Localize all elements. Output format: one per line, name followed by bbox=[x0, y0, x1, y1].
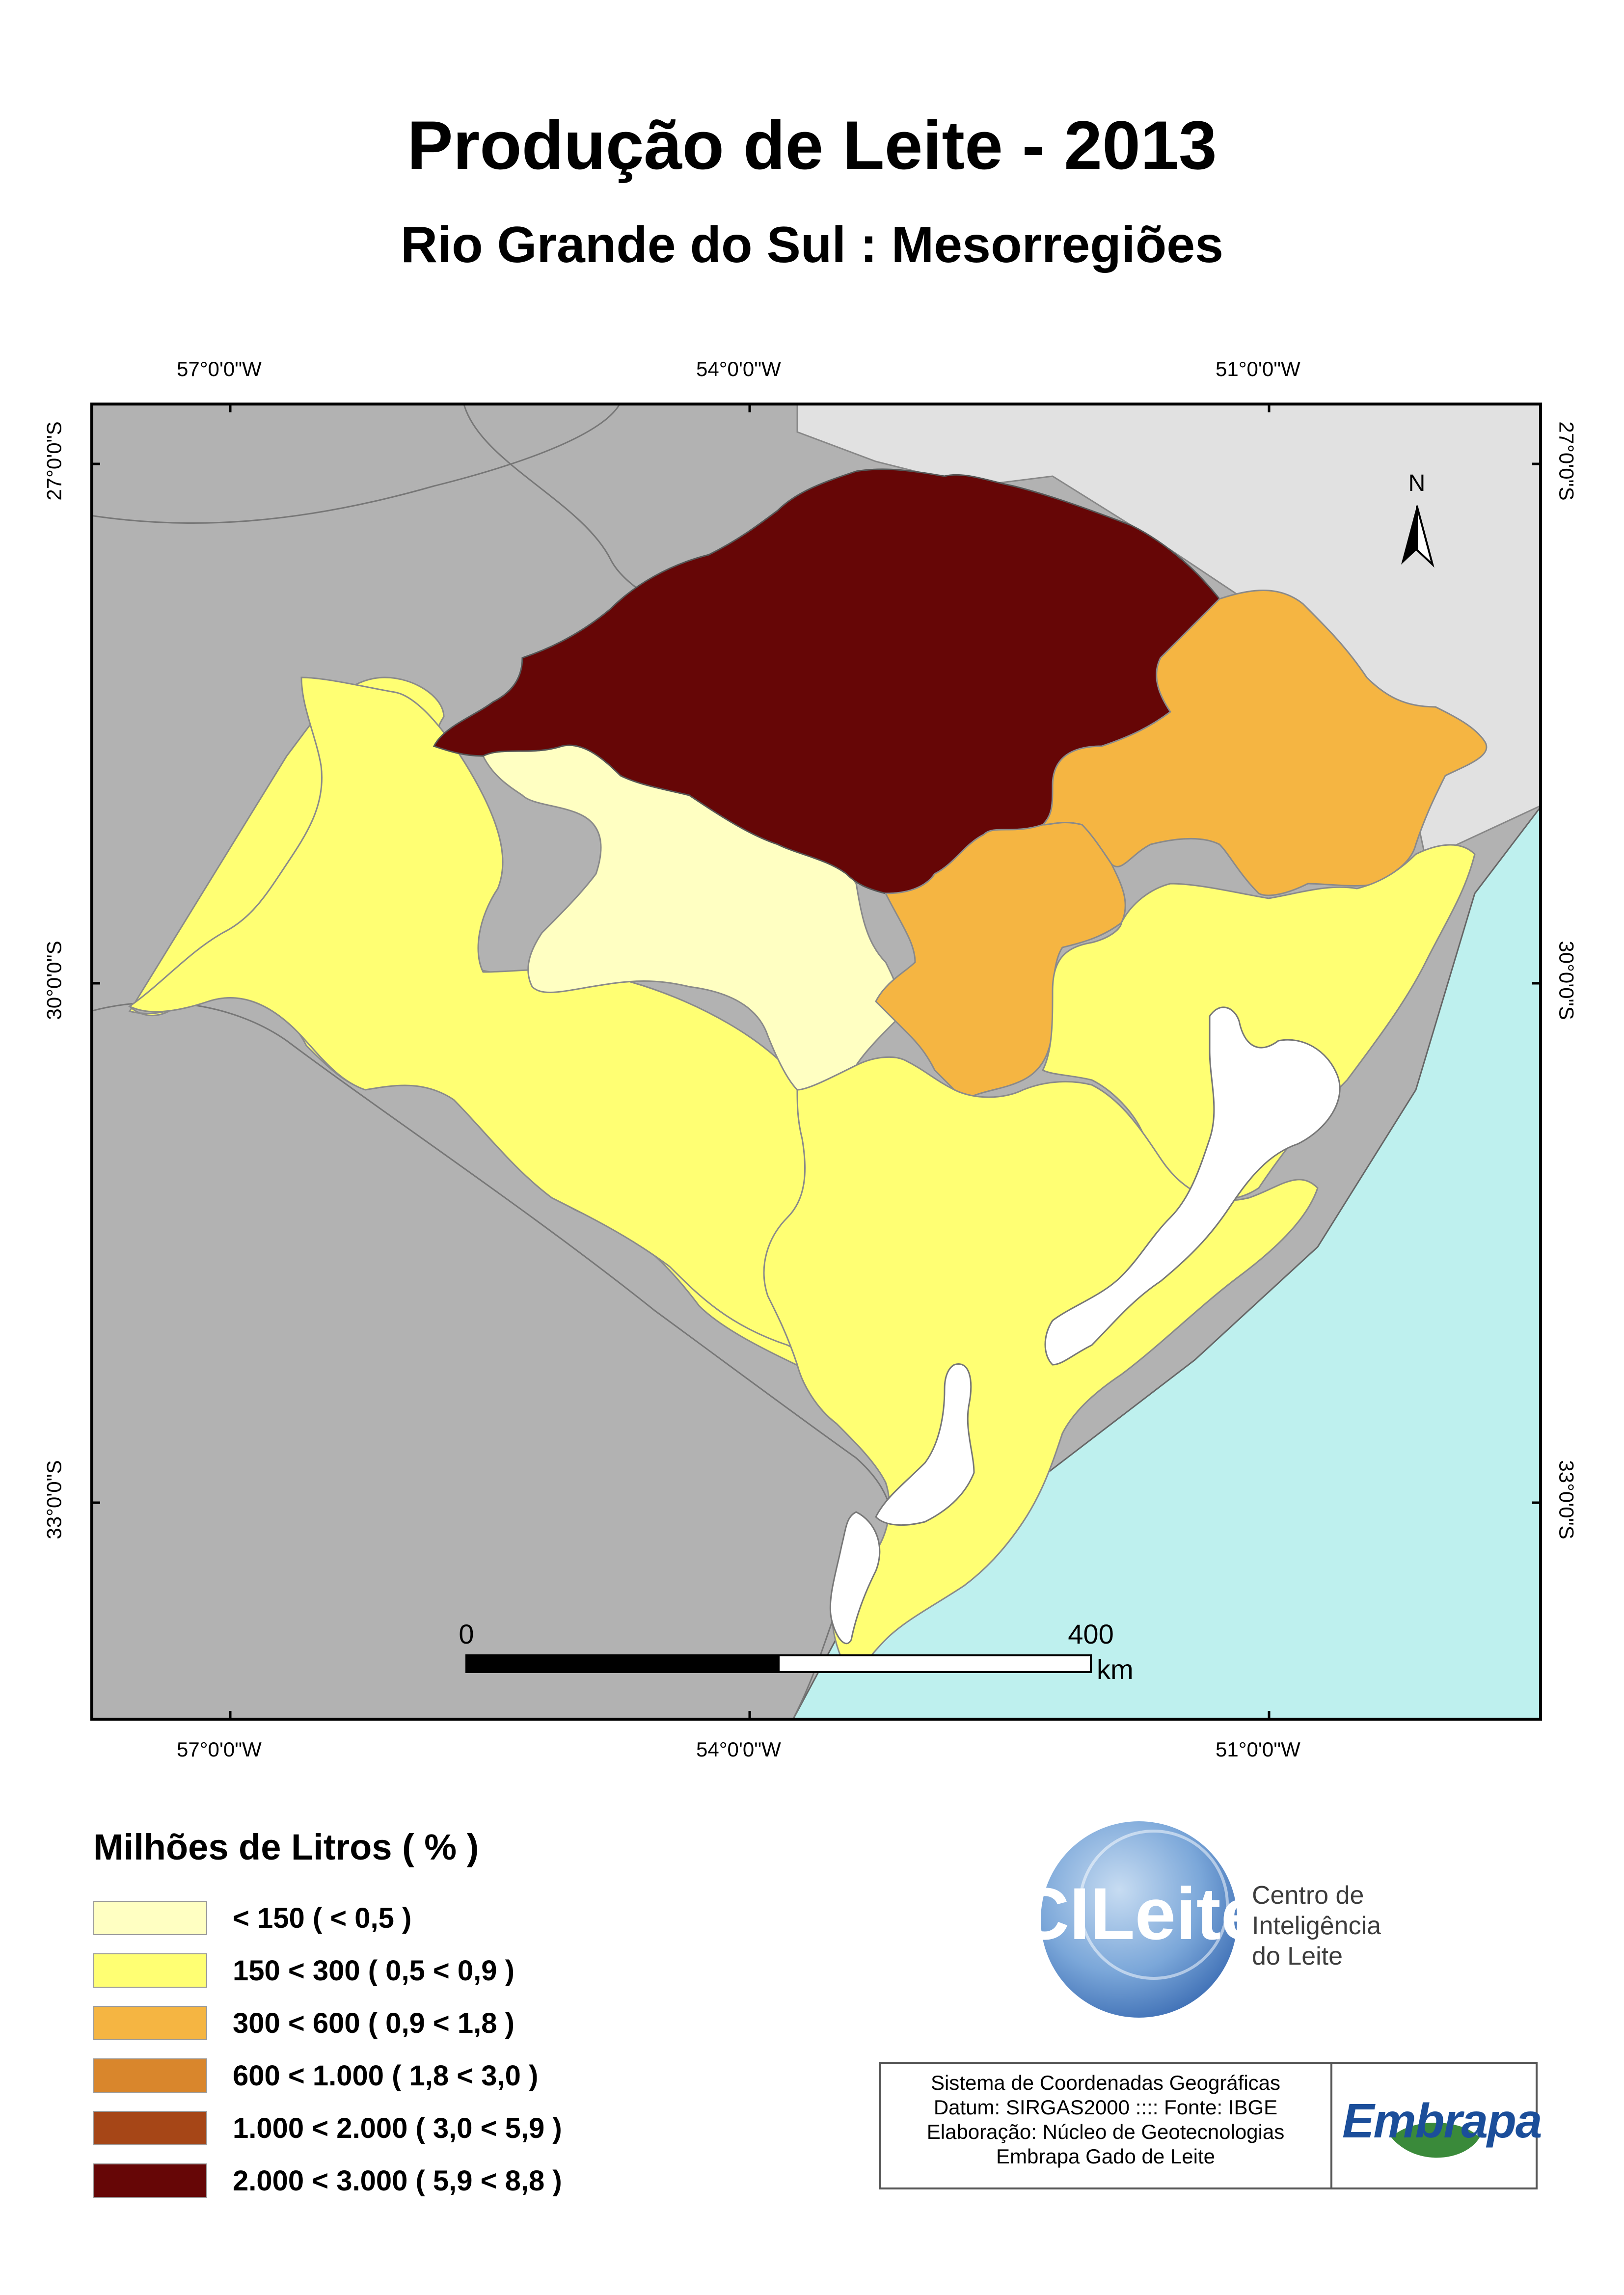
scale-bar-unit: km bbox=[1097, 1654, 1134, 1685]
legend-label: 150 < 300 ( 0,5 < 0,9 ) bbox=[233, 1954, 514, 1987]
legend-item: 300 < 600 ( 0,9 < 1,8 ) bbox=[93, 2005, 514, 2041]
lagoon-mirim-south bbox=[829, 1511, 881, 1645]
legend-swatch bbox=[93, 1953, 207, 1988]
embrapa-wordmark: Embrapa bbox=[1342, 2094, 1542, 2148]
legend-item: 1.000 < 2.000 ( 3,0 < 5,9 ) bbox=[93, 2110, 562, 2146]
logo-caption-line: Centro de bbox=[1252, 1881, 1364, 1910]
lon-label-bottom-54: 54°0'0"W bbox=[696, 1738, 781, 1761]
lon-label-top-57: 57°0'0"W bbox=[177, 357, 262, 380]
north-arrow bbox=[1401, 505, 1435, 568]
legend-item: 2.000 < 3.000 ( 5,9 < 8,8 ) bbox=[93, 2162, 562, 2199]
scale-bar-start: 0 bbox=[459, 1619, 474, 1649]
lagoon-patos bbox=[1044, 1006, 1341, 1366]
lon-label-bottom-51: 51°0'0"W bbox=[1216, 1738, 1300, 1761]
legend-label: 300 < 600 ( 0,9 < 1,8 ) bbox=[233, 2007, 514, 2039]
credits-box: Sistema de Coordenadas Geográficas Datum… bbox=[879, 2062, 1542, 2189]
legend-item: 150 < 300 ( 0,5 < 0,9 ) bbox=[93, 1952, 514, 1989]
scale-bar-end: 400 bbox=[1068, 1619, 1113, 1649]
scale-bar bbox=[465, 1654, 1092, 1673]
legend-title: Milhões de Litros ( % ) bbox=[93, 1827, 479, 1867]
legend-label: < 150 ( < 0,5 ) bbox=[233, 1902, 412, 1934]
legend-label: 1.000 < 2.000 ( 3,0 < 5,9 ) bbox=[233, 2112, 562, 2144]
lagoon-mirim bbox=[875, 1363, 975, 1526]
lon-label-top-54: 54°0'0"W bbox=[696, 357, 781, 380]
lat-label-left-33: 33°0'0"S bbox=[42, 1460, 66, 1539]
lat-label-left-30: 30°0'0"S bbox=[42, 941, 66, 1020]
lat-label-right-27: 27°0'0"S bbox=[1555, 421, 1578, 501]
map-title: Produção de Leite - 2013 bbox=[407, 107, 1217, 184]
legend-swatch bbox=[93, 2058, 207, 2093]
lon-label-bottom-57: 57°0'0"W bbox=[177, 1738, 262, 1761]
embrapa-leaf-icon bbox=[1391, 2123, 1480, 2158]
credits-line: Sistema de Coordenadas Geográficas bbox=[930, 2071, 1281, 2094]
region-nordeste bbox=[1041, 590, 1488, 896]
logo-name: CILeite bbox=[1036, 1872, 1242, 1955]
legend-item: 600 < 1.000 ( 1,8 < 3,0 ) bbox=[93, 2057, 538, 2094]
map-subtitle: Rio Grande do Sul : Mesorregiões bbox=[401, 216, 1223, 273]
credits-text: Sistema de Coordenadas Geográficas Datum… bbox=[881, 2064, 1332, 2187]
lon-label-top-51: 51°0'0"W bbox=[1216, 357, 1300, 380]
legend-swatch bbox=[93, 1901, 207, 1935]
border-line bbox=[90, 403, 622, 524]
lat-label-left-27: 27°0'0"S bbox=[42, 421, 66, 501]
credits-line: Elaboração: Núcleo de Geotecnologias bbox=[926, 2120, 1285, 2143]
lat-label-right-30: 30°0'0"S bbox=[1555, 941, 1578, 1020]
lat-label-right-33: 33°0'0"S bbox=[1555, 1460, 1578, 1539]
legend-label: 600 < 1.000 ( 1,8 < 3,0 ) bbox=[233, 2059, 539, 2092]
legend-swatch bbox=[93, 2006, 207, 2040]
cileite-logo: CILeite bbox=[1036, 1821, 1242, 2018]
credits-line: Datum: SIRGAS2000 :::: Fonte: IBGE bbox=[933, 2096, 1278, 2119]
legend-label: 2.000 < 3.000 ( 5,9 < 8,8 ) bbox=[233, 2164, 562, 2197]
map-canvas: N 0 400 km bbox=[90, 403, 1542, 1721]
logo-caption-line: do Leite bbox=[1252, 1942, 1343, 1971]
embrapa-logo: Embrapa bbox=[1332, 2064, 1542, 2187]
north-arrow-label: N bbox=[1408, 470, 1426, 496]
legend-swatch bbox=[93, 2111, 207, 2145]
north-arrow-icon bbox=[1416, 505, 1435, 568]
legend-swatch bbox=[93, 2163, 207, 2198]
legend-item: < 150 ( < 0,5 ) bbox=[93, 1900, 411, 1936]
credits-line: Embrapa Gado de Leite bbox=[996, 2145, 1215, 2168]
map-frame bbox=[90, 403, 1542, 1721]
north-arrow-icon bbox=[1401, 506, 1417, 565]
logo-caption: Centro de Inteligência do Leite bbox=[1252, 1880, 1381, 1971]
logo-caption-line: Inteligência bbox=[1252, 1912, 1381, 1940]
region-sudoeste-main bbox=[128, 676, 936, 1395]
